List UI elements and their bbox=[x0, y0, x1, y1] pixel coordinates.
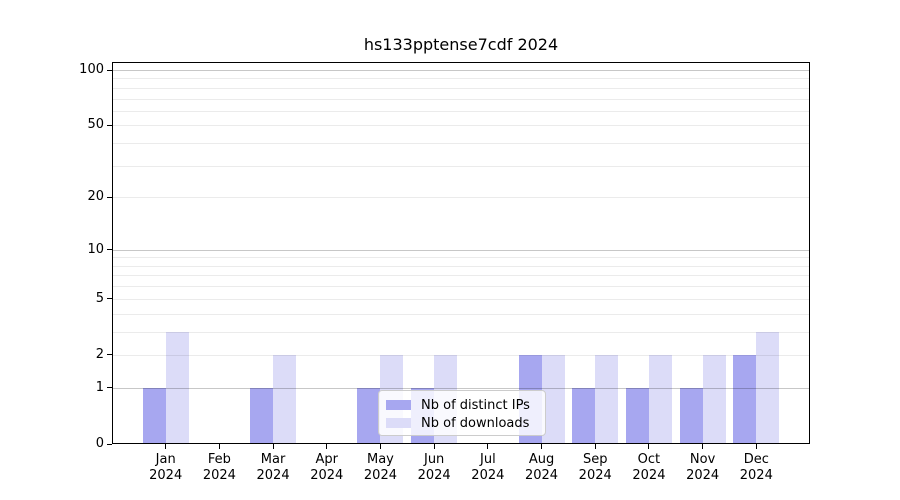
x-tick-label-apr: Apr 2024 bbox=[292, 452, 362, 484]
bar-downloads-nov bbox=[702, 354, 726, 444]
gridline-minor bbox=[112, 87, 810, 89]
gridline-minor bbox=[112, 125, 810, 127]
x-tick-mark bbox=[218, 444, 220, 449]
gridline-minor bbox=[112, 78, 810, 80]
bar-distinct-ips-oct bbox=[625, 387, 649, 444]
gridline-minor bbox=[112, 257, 810, 259]
x-tick-year: 2024 bbox=[310, 468, 344, 483]
x-tick-year: 2024 bbox=[256, 468, 290, 483]
x-tick-year: 2024 bbox=[632, 468, 666, 483]
x-tick-mark bbox=[541, 444, 543, 449]
legend-label-downloads: Nb of downloads bbox=[421, 415, 530, 431]
x-tick-label-aug: Aug 2024 bbox=[507, 452, 577, 484]
x-tick-label-may: May 2024 bbox=[345, 452, 415, 484]
y-tick-mark bbox=[107, 69, 112, 71]
gridline-minor bbox=[112, 275, 810, 277]
x-tick-label-jan: Jan 2024 bbox=[131, 452, 201, 484]
chart-title: hs133pptense7cdf 2024 bbox=[363, 35, 559, 54]
x-tick-year: 2024 bbox=[686, 468, 720, 483]
y-tick-label: 0 bbox=[95, 436, 104, 451]
y-tick-label: 20 bbox=[87, 189, 104, 205]
x-tick-year: 2024 bbox=[739, 468, 773, 483]
x-tick-mark bbox=[594, 444, 596, 449]
x-tick-label-nov: Nov 2024 bbox=[668, 452, 738, 484]
bar-distinct-ips-jan bbox=[142, 387, 166, 444]
gridline-minor bbox=[112, 165, 810, 167]
x-tick-label-jun: Jun 2024 bbox=[399, 452, 469, 484]
bar-downloads-oct bbox=[648, 354, 672, 444]
x-tick-mark bbox=[648, 444, 650, 449]
legend: Nb of distinct IPs Nb of downloads bbox=[378, 390, 546, 436]
y-tick-mark bbox=[107, 124, 112, 126]
bar-distinct-ips-sep bbox=[572, 387, 596, 444]
x-tick-mark bbox=[326, 444, 328, 449]
bar-distinct-ips-mar bbox=[250, 387, 274, 444]
bar-downloads-jan bbox=[165, 331, 189, 444]
x-tick-label-feb: Feb 2024 bbox=[184, 452, 254, 484]
x-tick-mark bbox=[272, 444, 274, 449]
x-tick-mark bbox=[487, 444, 489, 449]
x-tick-year: 2024 bbox=[363, 468, 397, 483]
x-tick-label-dec: Dec 2024 bbox=[721, 452, 791, 484]
y-tick-mark bbox=[107, 196, 112, 198]
bar-downloads-mar bbox=[273, 354, 297, 444]
gridline-minor bbox=[112, 313, 810, 315]
y-tick-label: 10 bbox=[87, 241, 104, 257]
x-tick-mark bbox=[165, 444, 167, 449]
y-tick-label: 2 bbox=[95, 346, 104, 362]
x-tick-year: 2024 bbox=[471, 468, 505, 483]
legend-swatch-downloads bbox=[386, 418, 411, 428]
x-tick-mark bbox=[702, 444, 704, 449]
x-tick-year: 2024 bbox=[524, 468, 559, 483]
bar-downloads-dec bbox=[756, 331, 780, 444]
gridline-minor bbox=[112, 143, 810, 145]
gridline-minor bbox=[112, 265, 810, 267]
y-tick-mark bbox=[107, 354, 112, 356]
bar-distinct-ips-may bbox=[357, 387, 381, 444]
gridline-minor bbox=[112, 197, 810, 199]
y-tick-mark bbox=[107, 387, 112, 389]
legend-item-distinct-ips: Nb of distinct IPs bbox=[386, 396, 537, 414]
gridline-minor bbox=[112, 354, 810, 356]
gridline-minor bbox=[112, 286, 810, 288]
bar-downloads-sep bbox=[595, 354, 619, 444]
x-tick-label-sep: Sep 2024 bbox=[560, 452, 630, 484]
x-tick-mark bbox=[379, 444, 381, 449]
y-tick-mark bbox=[107, 298, 112, 300]
x-tick-label-mar: Mar 2024 bbox=[238, 452, 308, 484]
gridline-minor bbox=[112, 110, 810, 112]
x-tick-year: 2024 bbox=[202, 468, 236, 483]
x-tick-year: 2024 bbox=[149, 468, 183, 483]
y-tick-label: 50 bbox=[87, 117, 104, 133]
gridline-major bbox=[112, 387, 810, 389]
legend-item-downloads: Nb of downloads bbox=[386, 414, 537, 432]
y-tick-mark bbox=[107, 249, 112, 251]
gridline-minor bbox=[112, 98, 810, 100]
legend-swatch-distinct-ips bbox=[386, 400, 411, 410]
y-tick-label: 100 bbox=[79, 62, 104, 77]
x-tick-year: 2024 bbox=[578, 468, 612, 483]
bar-distinct-ips-dec bbox=[733, 354, 757, 444]
gridline-major bbox=[112, 70, 810, 71]
x-tick-year: 2024 bbox=[417, 468, 451, 483]
gridline-minor bbox=[112, 331, 810, 333]
y-tick-label: 1 bbox=[95, 379, 104, 395]
x-tick-mark bbox=[433, 444, 435, 449]
bar-downloads-aug bbox=[541, 354, 565, 444]
bar-distinct-ips-nov bbox=[679, 387, 703, 444]
gridline-major bbox=[112, 249, 810, 251]
y-tick-mark bbox=[107, 443, 112, 445]
x-tick-mark bbox=[755, 444, 757, 449]
x-tick-label-jul: Jul 2024 bbox=[453, 452, 523, 484]
y-tick-label: 5 bbox=[95, 290, 104, 306]
legend-label-distinct-ips: Nb of distinct IPs bbox=[421, 397, 530, 413]
x-tick-label-oct: Oct 2024 bbox=[614, 452, 684, 484]
gridline-minor bbox=[112, 298, 810, 300]
